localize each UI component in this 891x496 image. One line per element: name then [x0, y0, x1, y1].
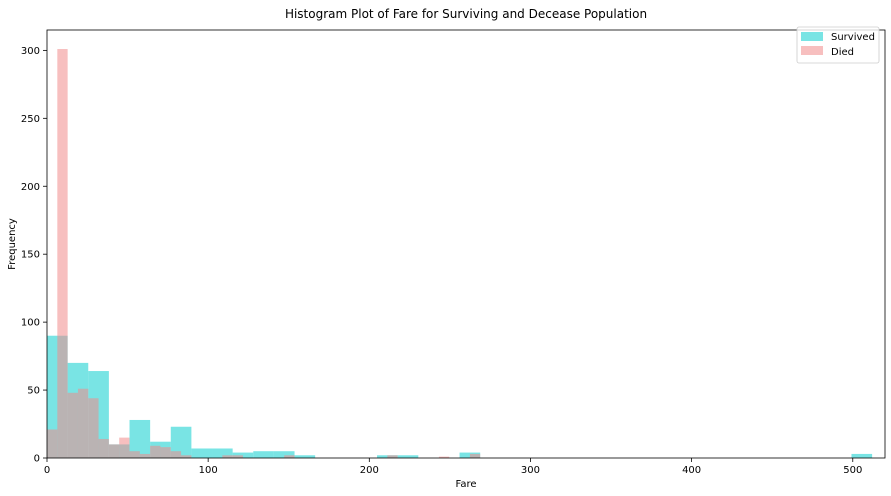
y-axis-label: Frequency — [7, 218, 18, 270]
bar-died-8 — [129, 451, 140, 458]
x-tick-label: 100 — [199, 465, 218, 476]
legend-swatch-died — [801, 46, 823, 55]
legend: Survived Died — [796, 26, 880, 64]
bar-survived-16 — [851, 453, 873, 458]
x-axis-label: Fare — [455, 479, 476, 490]
bar-survived-15 — [459, 452, 481, 458]
bar-died-3 — [77, 388, 89, 458]
bar-died-11 — [160, 447, 171, 458]
bar-survived-8 — [212, 448, 233, 458]
bar-died-4 — [88, 398, 99, 458]
bar-survived-12 — [294, 455, 316, 458]
bar-died-14 — [222, 455, 233, 458]
y-axis-ticks: 0 50 100 150 200 250 300 — [21, 46, 47, 465]
x-tick-label: 0 — [44, 465, 50, 476]
bar-died-0 — [47, 429, 58, 458]
chart-title: Histogram Plot of Fare for Surviving and… — [285, 7, 647, 21]
bar-survived-14 — [397, 455, 419, 458]
bars-layer — [47, 49, 873, 459]
bar-died-9 — [139, 453, 151, 458]
bar-survived-7 — [191, 448, 213, 458]
bar-died-18 — [438, 456, 450, 458]
x-tick-label: 300 — [521, 465, 540, 476]
bar-died-15 — [232, 455, 243, 458]
bar-died-2 — [67, 392, 78, 458]
bar-died-13 — [181, 455, 192, 458]
y-tick-label: 150 — [21, 250, 40, 261]
bar-survived-6 — [170, 426, 192, 458]
bar-died-19 — [469, 453, 481, 458]
legend-label-died: Died — [831, 47, 854, 58]
bar-died-1 — [57, 49, 68, 459]
y-tick-label: 50 — [27, 386, 40, 397]
y-tick-label: 100 — [21, 318, 40, 329]
bar-died-17 — [387, 455, 398, 458]
x-axis-ticks: 0 100 200 300 400 500 — [44, 458, 862, 476]
legend-label-survived: Survived — [831, 32, 875, 43]
bar-died-7 — [119, 437, 130, 458]
bar-died-6 — [108, 444, 120, 458]
x-tick-label: 200 — [360, 465, 379, 476]
bar-died-10 — [150, 445, 161, 458]
bar-survived-4 — [129, 419, 151, 458]
plot-frame — [46, 29, 886, 459]
y-tick-label: 300 — [21, 46, 40, 57]
bar-survived-10 — [253, 451, 274, 458]
x-tick-label: 500 — [843, 465, 862, 476]
legend-swatch-survived — [801, 32, 823, 41]
bar-died-12 — [170, 451, 182, 458]
bar-survived-11 — [273, 451, 295, 458]
bar-died-16 — [284, 455, 295, 458]
y-tick-label: 200 — [21, 182, 40, 193]
y-tick-label: 0 — [34, 454, 40, 465]
x-tick-label: 400 — [682, 465, 701, 476]
bar-died-5 — [98, 438, 109, 458]
y-tick-label: 250 — [21, 114, 40, 125]
